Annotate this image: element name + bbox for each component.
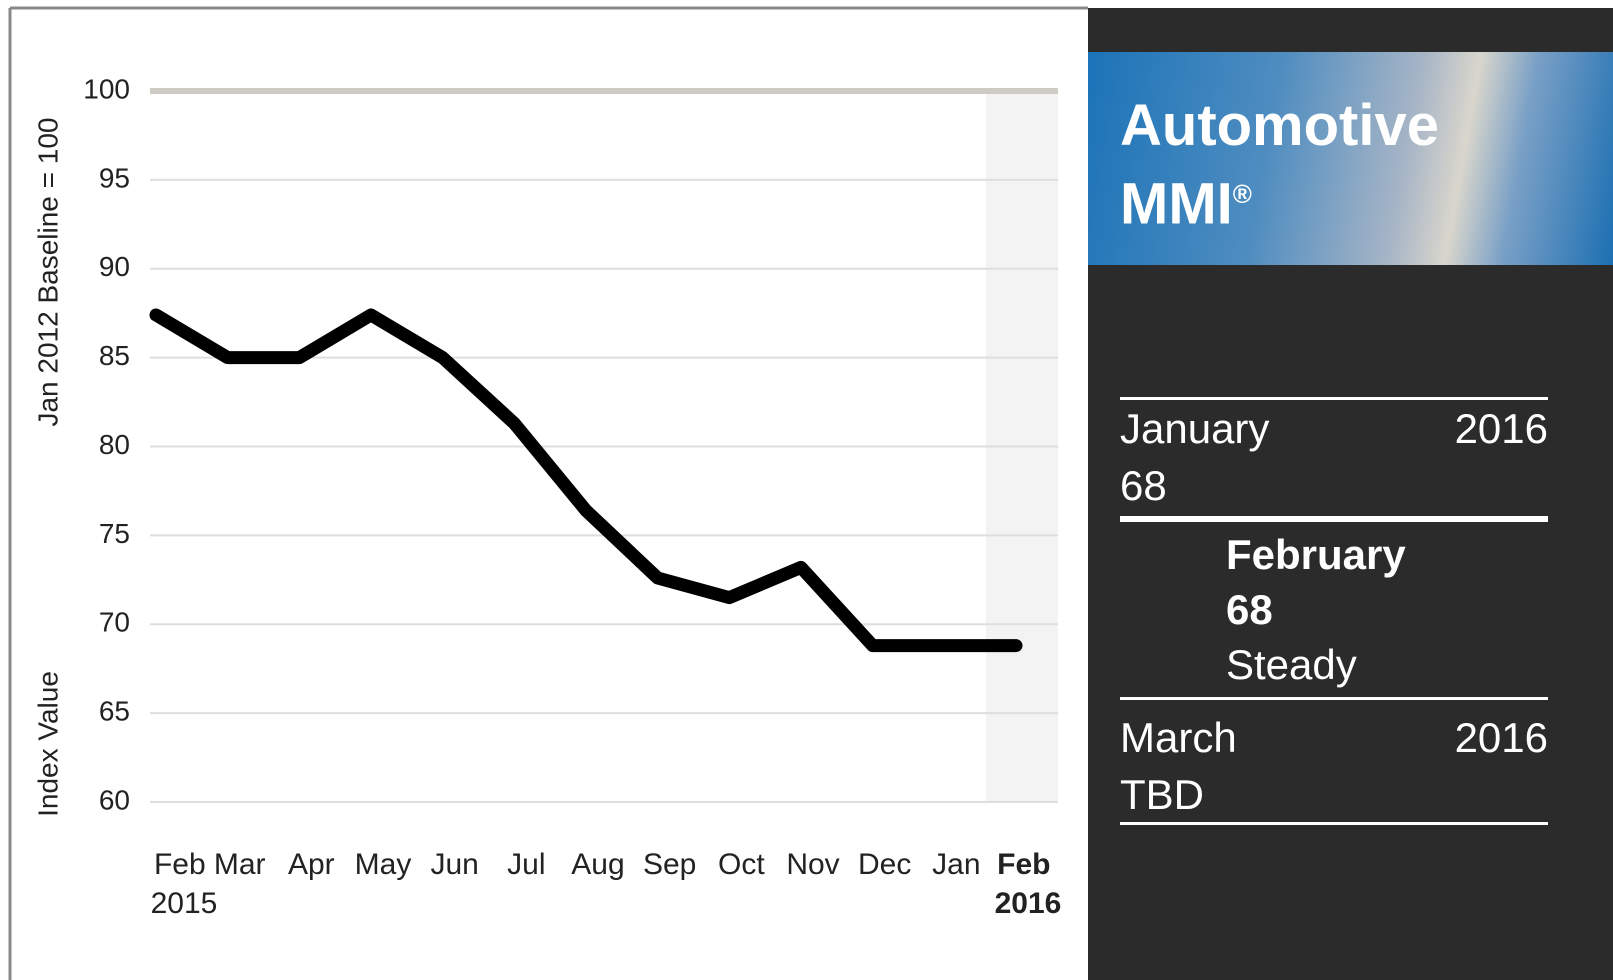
- chart: Jan 2012 Baseline = 100 Index Value 60 65…: [8, 6, 1088, 980]
- x-tick-label: Feb 2015: [151, 848, 218, 920]
- x-tick-label: Nov: [786, 848, 839, 881]
- registered-mark: ®: [1232, 179, 1252, 209]
- y-tick-label: 95: [99, 162, 130, 193]
- x-tick-label: Mar: [214, 848, 266, 881]
- month: February: [1226, 531, 1406, 578]
- x-tick-label: Oct: [718, 848, 765, 881]
- divider: [1120, 822, 1548, 825]
- panel-title: Automotive MMI®: [1120, 92, 1439, 238]
- x-tick-label: Feb 2016: [995, 848, 1062, 920]
- x-tick-label: Jul: [507, 848, 545, 881]
- month: March: [1120, 714, 1237, 761]
- title: Automotive: [1120, 93, 1439, 158]
- divider: [1120, 516, 1548, 522]
- divider: [1120, 697, 1548, 700]
- value: 68: [1120, 462, 1167, 509]
- y-tick-label: 70: [99, 607, 130, 638]
- value: TBD: [1120, 771, 1204, 818]
- y-tick-label: 85: [99, 340, 130, 371]
- previous-month: January 2016 68: [1120, 400, 1548, 514]
- y-axis-label: Jan 2012 Baseline = 100: [32, 117, 63, 426]
- year: 2016: [1454, 405, 1548, 452]
- current-month: February 68 Steady: [1226, 527, 1613, 692]
- month: January: [1120, 405, 1270, 452]
- y-tick-label: 100: [83, 73, 130, 104]
- title: MMI: [1120, 171, 1233, 237]
- x-tick-label: Dec: [858, 848, 911, 881]
- x-tick-label: Jan: [932, 848, 980, 881]
- x-tick-label: Jun: [430, 848, 478, 881]
- x-tick-label: Apr: [288, 848, 335, 881]
- mmi-panel: Automotive MMI® January 2016 68 February 6…: [1088, 8, 1613, 980]
- y-tick-label: 90: [99, 251, 130, 282]
- divider: [1120, 397, 1548, 400]
- panel-header: Automotive MMI®: [1088, 52, 1613, 265]
- y-tick-label: 65: [99, 696, 130, 727]
- year: 2016: [1454, 714, 1548, 761]
- y-axis-label: Index Value: [32, 671, 63, 817]
- next-month: March 2016 TBD: [1120, 709, 1548, 823]
- value: 68: [1226, 586, 1273, 633]
- trend: Steady: [1226, 641, 1357, 688]
- x-tick-label: Aug: [571, 848, 624, 881]
- data-line: [149, 308, 1023, 653]
- x-tick-label: Sep: [643, 848, 696, 881]
- y-tick-label: 75: [99, 518, 130, 549]
- x-tick-label-line: 2016: [995, 887, 1062, 920]
- x-tick-label-line: Feb: [997, 848, 1059, 881]
- x-tick-label: May: [355, 848, 412, 881]
- y-tick-label: 80: [99, 429, 130, 460]
- y-tick-label: 60: [99, 784, 130, 815]
- x-tick-label-line: Feb: [154, 848, 214, 881]
- x-tick-label-line: 2015: [151, 887, 218, 920]
